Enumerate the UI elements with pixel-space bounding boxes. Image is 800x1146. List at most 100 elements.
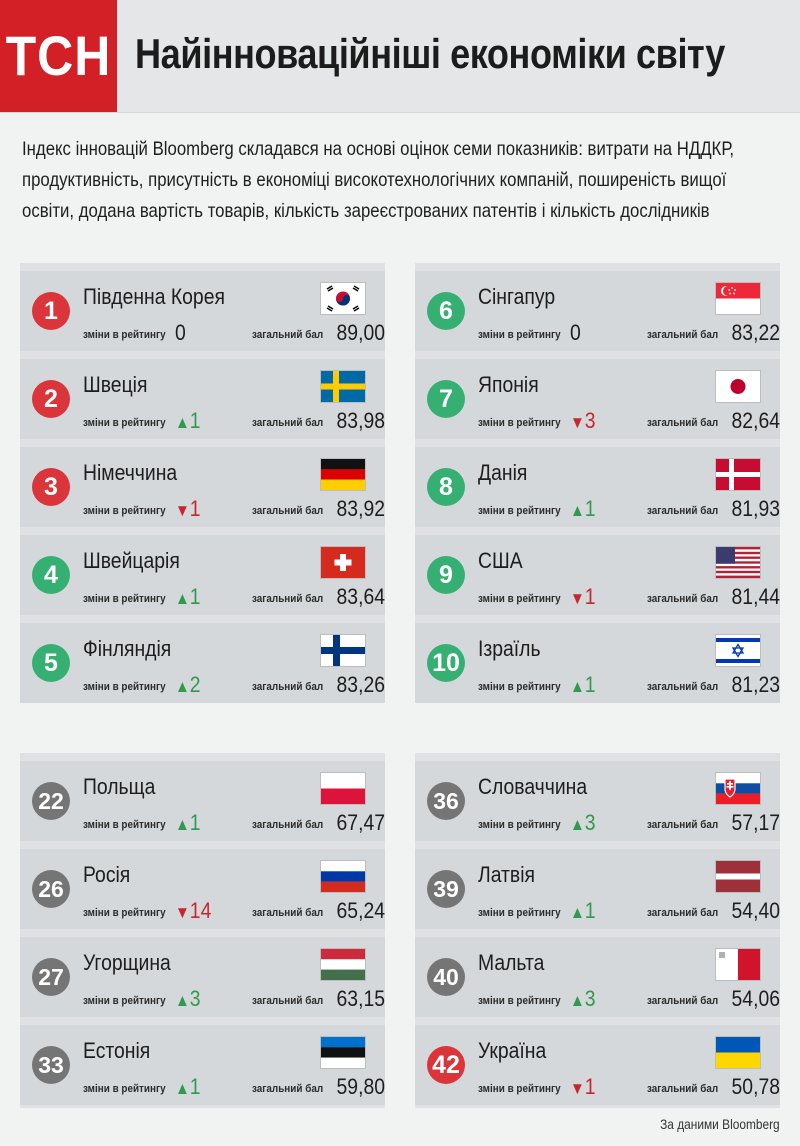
intro-text: Індекс інновацій Bloomberg складався на … [22, 138, 734, 222]
rank-change-value: 3 [189, 986, 201, 1011]
total-score: 81,23 [731, 672, 780, 697]
header: ТСН Найінноваційніші економіки світу [0, 0, 800, 113]
rank-change-value: 14 [189, 898, 212, 923]
rank-badge: 27 [32, 958, 70, 996]
rank-change-value: 1 [189, 810, 201, 835]
rank-badge: 22 [32, 782, 70, 820]
rank-change: ▲1 [175, 408, 201, 434]
arrow-up-icon: ▲ [570, 501, 585, 520]
country-name: Латвія [478, 862, 535, 887]
flag-pl-icon [321, 773, 365, 804]
score-label: загальний бал [252, 995, 324, 1007]
total-score: 67,47 [336, 810, 385, 835]
rank-badge: 10 [427, 644, 465, 682]
arrow-up-icon: ▲ [570, 815, 585, 834]
country-name: Україна [478, 1038, 547, 1063]
country-name: Естонія [83, 1038, 151, 1063]
flag-dk-icon [716, 459, 760, 490]
country-name: Швейцарія [83, 548, 180, 573]
rank-change-value: 3 [584, 986, 596, 1011]
country-name: Швеція [83, 372, 148, 397]
change-label: зміни в рейтингу [83, 417, 166, 429]
score-label: загальний бал [647, 819, 719, 831]
rank-change-value: 1 [189, 408, 201, 433]
change-label: зміни в рейтингу [83, 995, 166, 1007]
country-card-kr: 1 Південна Корея зміни в рейтингу 0 загальни… [20, 271, 385, 351]
country-name: Польща [83, 774, 156, 799]
country-name: США [478, 548, 523, 573]
change-label: зміни в рейтингу [478, 505, 561, 517]
score-label: загальний бал [647, 593, 719, 605]
country-card-ru: 26 Росія зміни в рейтингу ▼14 загальний бал 6… [20, 849, 385, 929]
total-score: 63,15 [336, 986, 385, 1011]
country-card-fi: 5 Фінляндія зміни в рейтингу ▲2 загальний ба… [20, 623, 385, 703]
total-score: 54,40 [731, 898, 780, 923]
flag-mt-icon [716, 949, 760, 980]
rank-change: ▲3 [175, 986, 201, 1012]
country-name: Росія [83, 862, 131, 887]
page-title: Найінноваційніші економіки світу [135, 30, 725, 77]
country-name: Фінляндія [83, 636, 172, 661]
logo-text: ТСН [5, 24, 112, 88]
tsn-logo[interactable]: ТСН [0, 0, 117, 112]
rank-change: ▲1 [175, 584, 201, 610]
rank-badge: 1 [32, 292, 70, 330]
country-name: Ізраїль [478, 636, 541, 661]
rank-change: ▲1 [570, 898, 596, 924]
score-label: загальний бал [252, 681, 324, 693]
score-label: загальний бал [252, 329, 324, 341]
change-label: зміни в рейтингу [478, 329, 561, 341]
change-label: зміни в рейтингу [478, 593, 561, 605]
rank-badge: 33 [32, 1046, 70, 1084]
score-label: загальний бал [252, 1083, 324, 1095]
total-score: 59,80 [336, 1074, 385, 1099]
country-name: Мальта [478, 950, 545, 975]
arrow-down-icon: ▼ [175, 903, 190, 922]
flag-il-icon [716, 635, 760, 666]
score-label: загальний бал [647, 329, 719, 341]
total-score: 83,98 [336, 408, 385, 433]
rank-change-value: 1 [584, 898, 596, 923]
change-label: зміни в рейтингу [83, 681, 166, 693]
arrow-down-icon: ▼ [570, 413, 585, 432]
country-name: Сінгапур [478, 284, 556, 309]
rank-badge: 2 [32, 380, 70, 418]
country-card-sg: 6 Сінгапур зміни в рейтингу 0 загальний бал 8… [415, 271, 780, 351]
arrow-down-icon: ▼ [175, 501, 190, 520]
rank-badge: 6 [427, 292, 465, 330]
arrow-up-icon: ▲ [175, 413, 190, 432]
rank-change: ▼1 [570, 584, 596, 610]
change-label: зміни в рейтингу [478, 417, 561, 429]
flag-us-icon [716, 547, 760, 578]
total-score: 50,78 [731, 1074, 780, 1099]
country-card-ee: 33 Естонія зміни в рейтингу ▲1 загальний бал… [20, 1025, 385, 1105]
arrow-up-icon: ▲ [570, 677, 585, 696]
rank-change-value: 1 [189, 1074, 201, 1099]
flag-se-icon [321, 371, 365, 402]
rank-change-value: 1 [584, 584, 596, 609]
rank-badge: 42 [427, 1046, 465, 1084]
country-card-ua: 42 Україна зміни в рейтингу ▼1 загальний бал… [415, 1025, 780, 1105]
change-label: зміни в рейтингу [83, 907, 166, 919]
rank-change: 0 [175, 320, 186, 346]
rank-change: ▼14 [175, 898, 211, 924]
change-label: зміни в рейтингу [478, 995, 561, 1007]
total-score: 83,22 [731, 320, 780, 345]
score-label: загальний бал [252, 417, 324, 429]
total-score: 83,26 [336, 672, 385, 697]
change-label: зміни в рейтингу [83, 329, 166, 341]
rank-badge: 26 [32, 870, 70, 908]
flag-de-icon [321, 459, 365, 490]
country-name: Угорщина [83, 950, 171, 975]
flag-ee-icon [321, 1037, 365, 1068]
rank-change-value: 1 [584, 496, 596, 521]
rank-change: ▼3 [570, 408, 596, 434]
rank-change-value: 1 [189, 584, 201, 609]
country-name: Данія [478, 460, 528, 485]
rank-change: ▲1 [570, 672, 596, 698]
total-score: 54,06 [731, 986, 780, 1011]
change-label: зміни в рейтингу [83, 593, 166, 605]
country-name: Південна Корея [83, 284, 225, 309]
country-card-il: 10 Ізраїль зміни в рейтингу ▲1 загальний бал… [415, 623, 780, 703]
rank-badge: 36 [427, 782, 465, 820]
